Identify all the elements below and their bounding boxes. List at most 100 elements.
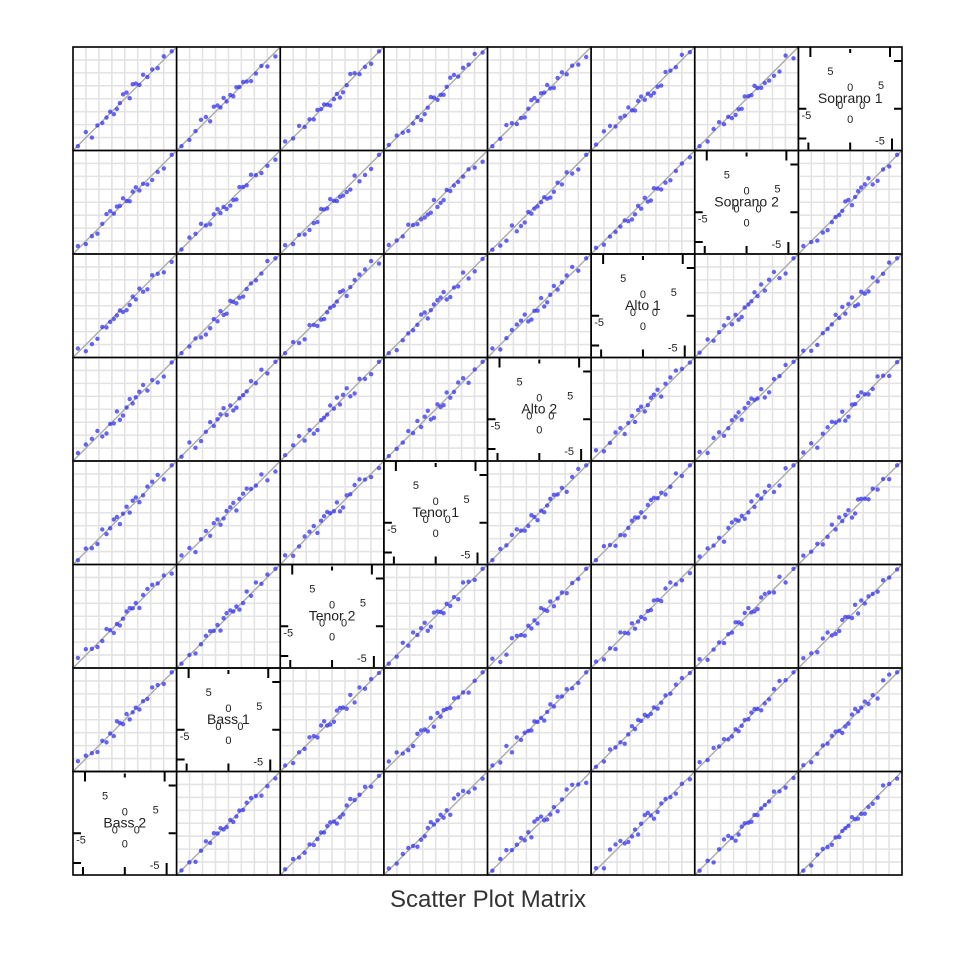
data-point <box>859 289 864 294</box>
data-point <box>849 712 855 717</box>
data-point <box>344 293 349 299</box>
data-point <box>400 130 405 135</box>
tick-label: 0 <box>859 100 865 112</box>
data-point <box>145 586 150 592</box>
data-point <box>344 706 349 711</box>
data-point <box>127 96 132 101</box>
data-point <box>777 69 782 74</box>
variable-label: Soprano 1 <box>818 90 883 106</box>
data-point <box>400 440 405 445</box>
data-point <box>762 489 767 494</box>
data-point <box>632 108 638 113</box>
data-point <box>357 179 362 184</box>
data-point <box>95 644 100 650</box>
panel-r7-c2: Bass 150 5-50 00-5 <box>175 667 282 773</box>
data-point <box>894 776 900 781</box>
data-point <box>448 75 453 80</box>
data-point <box>451 594 457 600</box>
data-point <box>282 553 288 558</box>
data-point <box>548 292 553 297</box>
data-point <box>75 655 81 661</box>
data-point <box>240 807 246 813</box>
data-point <box>548 86 553 91</box>
data-point <box>766 697 772 702</box>
data-point <box>859 811 864 817</box>
data-point <box>705 757 710 763</box>
data-point <box>435 97 440 103</box>
data-point <box>161 374 166 379</box>
data-point <box>815 852 820 857</box>
data-point <box>726 315 731 321</box>
data-point <box>114 409 120 414</box>
data-point <box>145 388 150 393</box>
data-point <box>755 706 760 712</box>
panel-r6-c7 <box>693 563 800 669</box>
data-point <box>759 85 764 91</box>
tick-label: 0 <box>734 203 740 215</box>
data-point <box>137 500 142 505</box>
data-point <box>645 403 650 408</box>
data-point <box>809 549 814 554</box>
data-point <box>431 95 437 100</box>
data-point <box>444 390 449 395</box>
variable-label: Bass 2 <box>103 814 146 830</box>
tick-label: 0 <box>837 100 843 112</box>
data-point <box>801 450 806 455</box>
tick-label: -5 <box>150 860 160 872</box>
data-point <box>198 848 204 853</box>
data-point <box>651 90 657 96</box>
reference-line <box>72 253 178 358</box>
data-point <box>721 539 727 544</box>
data-point <box>211 521 216 526</box>
data-point <box>362 64 368 70</box>
panel-r2-c5 <box>486 149 592 255</box>
data-point <box>352 482 357 488</box>
data-point <box>340 392 346 397</box>
data-point <box>545 817 550 822</box>
data-point <box>815 342 820 348</box>
data-point <box>509 847 515 853</box>
data-point <box>244 183 249 188</box>
data-point <box>203 528 209 534</box>
data-point <box>629 217 635 222</box>
data-point <box>852 706 858 712</box>
data-point <box>302 850 307 855</box>
data-point <box>514 527 519 532</box>
data-point <box>771 686 777 692</box>
tick-label: 5 <box>671 287 677 299</box>
data-point <box>601 866 607 871</box>
data-point <box>133 495 138 500</box>
data-point <box>340 288 346 293</box>
data-point <box>193 859 198 864</box>
data-point <box>545 608 550 614</box>
data-point <box>659 187 664 192</box>
data-point <box>542 90 547 95</box>
data-point <box>504 543 509 548</box>
data-point <box>663 492 668 497</box>
data-point <box>130 606 135 611</box>
tick-label: 5 <box>774 184 780 196</box>
data-point <box>651 495 657 500</box>
data-point <box>829 733 835 738</box>
tick-label: 0 <box>215 721 221 733</box>
data-point <box>221 95 226 101</box>
data-point <box>444 706 449 712</box>
data-point <box>211 628 216 633</box>
data-point <box>244 589 249 594</box>
data-point <box>564 787 569 792</box>
data-point <box>282 453 288 458</box>
data-point <box>766 590 772 595</box>
data-point <box>140 289 146 294</box>
data-point <box>376 359 382 364</box>
reference-line <box>487 667 592 772</box>
data-point <box>762 288 767 293</box>
data-point <box>668 795 673 800</box>
data-point <box>825 326 830 332</box>
data-point <box>179 553 184 558</box>
data-point <box>887 672 892 677</box>
data-point <box>348 492 353 497</box>
data-point <box>89 751 95 756</box>
data-point <box>253 381 259 386</box>
data-point <box>211 831 216 836</box>
